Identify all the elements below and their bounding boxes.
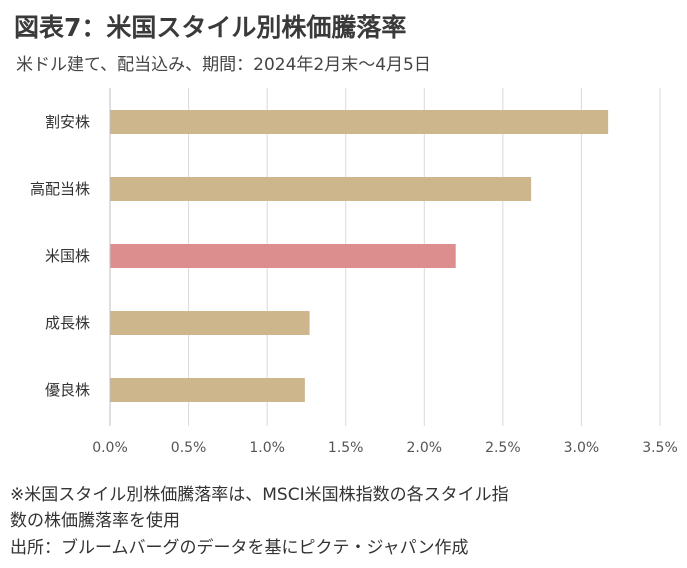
bar-0	[110, 110, 609, 134]
source-note: 出所：ブルームバーグのデータを基にピクテ・ジャパン作成	[10, 538, 469, 558]
category-label: 高配当株	[30, 180, 90, 198]
x-tick-label: 3.0%	[564, 440, 600, 456]
category-label: 優良株	[45, 381, 90, 399]
chart-title: 図表7：米国スタイル別株価騰落率	[14, 13, 407, 42]
bar-4	[110, 378, 305, 402]
x-tick-label: 0.0%	[92, 440, 128, 456]
x-tick-label: 0.5%	[171, 440, 207, 456]
x-tick-label: 2.5%	[485, 440, 521, 456]
category-label: 割安株	[45, 113, 90, 131]
x-tick-label: 2.0%	[406, 440, 442, 456]
x-tick-label: 3.5%	[642, 440, 678, 456]
category-label: 成長株	[45, 314, 90, 332]
bar-1	[110, 177, 532, 201]
chart-subtitle: 米ドル建て、配当込み、期間：2024年2月末～4月5日	[16, 55, 431, 75]
x-tick-label: 1.5%	[328, 440, 364, 456]
x-tick-label: 1.0%	[249, 440, 285, 456]
footnote-line-1: ※米国スタイル別株価騰落率は、MSCI米国株指数の各スタイル指	[10, 485, 509, 505]
category-label: 米国株	[45, 247, 90, 265]
bar-3	[110, 311, 310, 335]
footnote-line-2: 数の株価騰落率を使用	[10, 511, 180, 531]
bar-2	[110, 244, 456, 268]
